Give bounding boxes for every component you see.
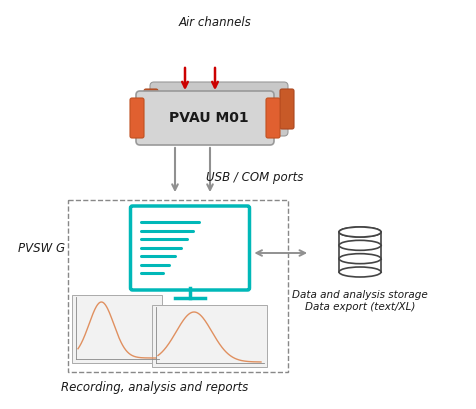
Ellipse shape xyxy=(339,240,381,250)
Text: USB / COM ports: USB / COM ports xyxy=(206,171,304,184)
FancyBboxPatch shape xyxy=(136,91,274,145)
Ellipse shape xyxy=(339,267,381,277)
Text: PVSW G: PVSW G xyxy=(19,241,66,254)
Text: Data export (text/XL): Data export (text/XL) xyxy=(305,302,415,312)
Text: Air channels: Air channels xyxy=(178,16,251,29)
FancyBboxPatch shape xyxy=(144,89,158,129)
Bar xyxy=(339,232,381,272)
Text: Recording, analysis and reports: Recording, analysis and reports xyxy=(61,382,248,395)
Text: Data and analysis storage: Data and analysis storage xyxy=(292,290,428,300)
Ellipse shape xyxy=(339,227,381,237)
Text: PVAU M01: PVAU M01 xyxy=(169,111,249,125)
FancyBboxPatch shape xyxy=(130,98,144,138)
Bar xyxy=(72,295,162,363)
FancyBboxPatch shape xyxy=(130,206,249,290)
Ellipse shape xyxy=(339,254,381,264)
Ellipse shape xyxy=(339,227,381,237)
FancyBboxPatch shape xyxy=(150,82,288,136)
FancyBboxPatch shape xyxy=(266,98,280,138)
FancyBboxPatch shape xyxy=(280,89,294,129)
Bar xyxy=(152,305,267,367)
